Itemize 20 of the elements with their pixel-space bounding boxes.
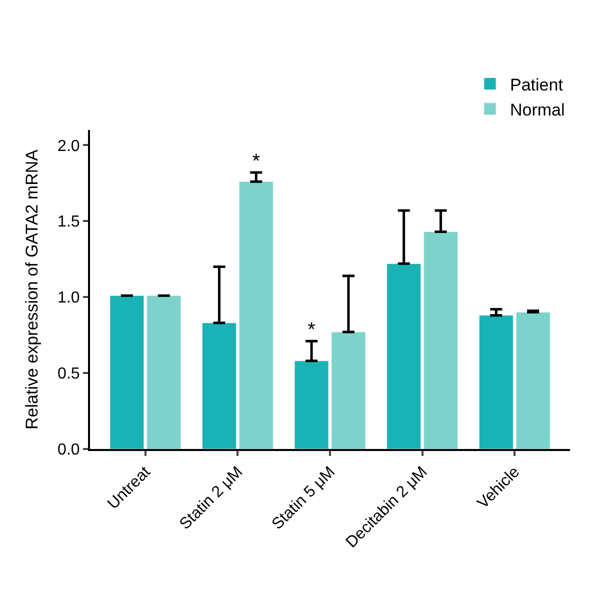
bar <box>386 263 422 449</box>
y-axis-title: Relative expression of GATA2 mRNA <box>22 148 42 430</box>
bar <box>331 332 366 449</box>
data-label: * <box>252 150 260 173</box>
bar <box>516 312 550 449</box>
y-tick-label: 2.0 <box>58 138 80 155</box>
bar <box>478 315 514 449</box>
legend-label: Patient <box>510 75 564 94</box>
y-tick-label: 0.5 <box>58 366 80 383</box>
legend-label: Normal <box>510 100 565 120</box>
y-tick-label: 1.5 <box>58 214 80 231</box>
bar <box>424 232 458 449</box>
bar <box>202 322 236 449</box>
bar <box>146 295 182 449</box>
y-tick-label: 0.0 <box>58 442 80 459</box>
data-label: * <box>308 319 316 342</box>
bar <box>110 295 144 449</box>
bar <box>294 360 329 449</box>
bar <box>238 181 274 449</box>
y-tick-label: 1.0 <box>58 290 80 307</box>
